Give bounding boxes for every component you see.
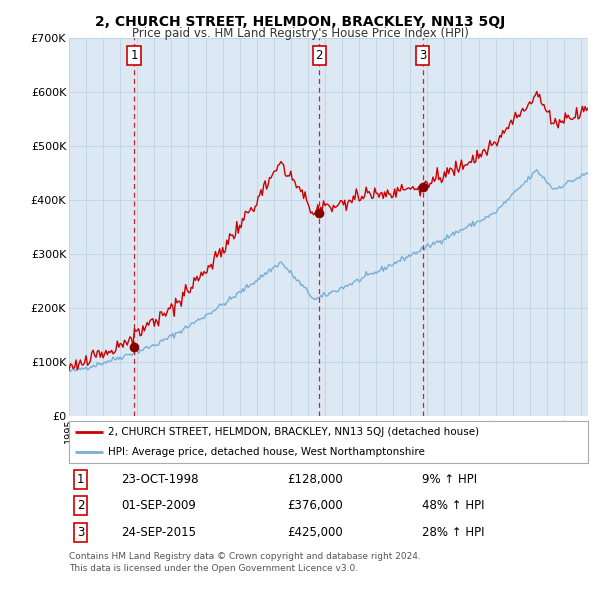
Text: 1: 1 <box>77 473 84 486</box>
Text: £425,000: £425,000 <box>287 526 343 539</box>
Text: 2: 2 <box>316 49 323 62</box>
Text: 01-SEP-2009: 01-SEP-2009 <box>121 499 196 513</box>
Text: £128,000: £128,000 <box>287 473 343 486</box>
Text: 23-OCT-1998: 23-OCT-1998 <box>121 473 199 486</box>
Text: 24-SEP-2015: 24-SEP-2015 <box>121 526 196 539</box>
Text: HPI: Average price, detached house, West Northamptonshire: HPI: Average price, detached house, West… <box>108 447 425 457</box>
Text: 9% ↑ HPI: 9% ↑ HPI <box>422 473 477 486</box>
Text: 48% ↑ HPI: 48% ↑ HPI <box>422 499 484 513</box>
Text: Contains HM Land Registry data © Crown copyright and database right 2024.: Contains HM Land Registry data © Crown c… <box>69 552 421 561</box>
Text: 3: 3 <box>77 526 84 539</box>
Text: Price paid vs. HM Land Registry's House Price Index (HPI): Price paid vs. HM Land Registry's House … <box>131 27 469 40</box>
Text: 1: 1 <box>130 49 138 62</box>
Text: 2, CHURCH STREET, HELMDON, BRACKLEY, NN13 5QJ (detached house): 2, CHURCH STREET, HELMDON, BRACKLEY, NN1… <box>108 427 479 437</box>
Text: £376,000: £376,000 <box>287 499 343 513</box>
Text: 28% ↑ HPI: 28% ↑ HPI <box>422 526 484 539</box>
Text: 2, CHURCH STREET, HELMDON, BRACKLEY, NN13 5QJ: 2, CHURCH STREET, HELMDON, BRACKLEY, NN1… <box>95 15 505 29</box>
Text: 2: 2 <box>77 499 84 513</box>
Text: 3: 3 <box>419 49 427 62</box>
Text: This data is licensed under the Open Government Licence v3.0.: This data is licensed under the Open Gov… <box>69 564 358 573</box>
